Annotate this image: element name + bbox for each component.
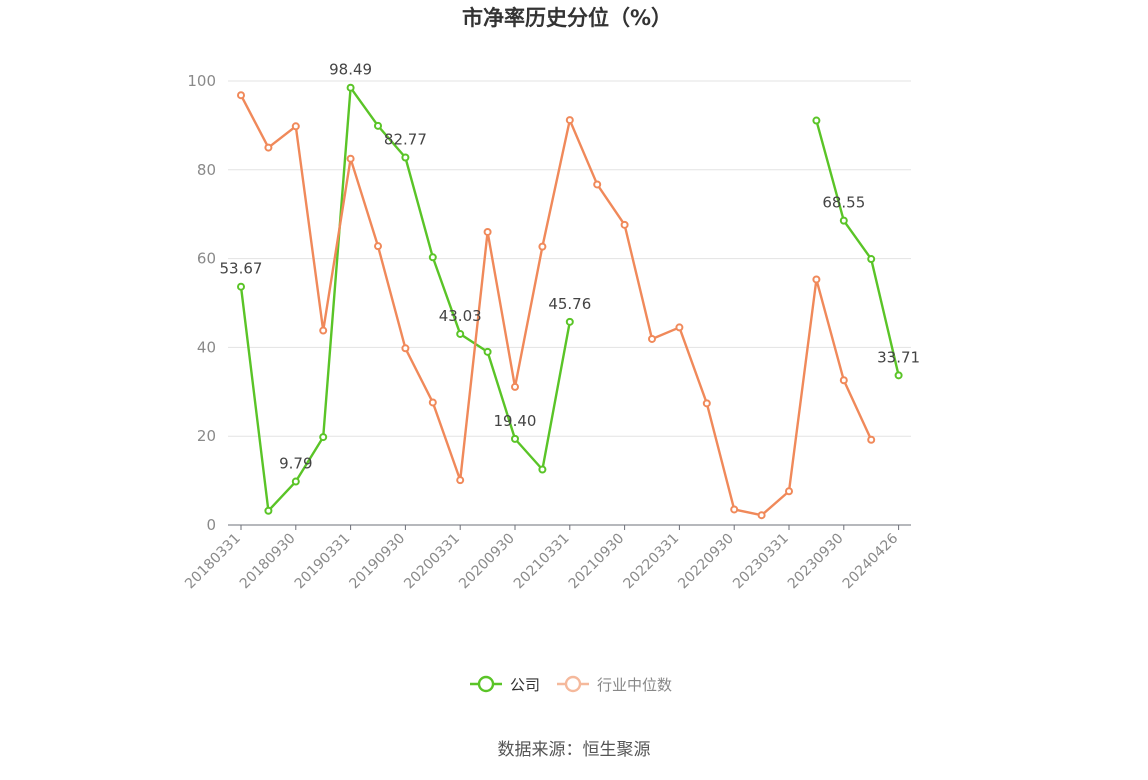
data-point[interactable] <box>839 216 848 225</box>
data-point[interactable] <box>702 399 711 408</box>
data-point[interactable] <box>483 227 492 236</box>
y-tick-label: 60 <box>197 250 216 268</box>
data-point[interactable] <box>401 344 410 353</box>
y-tick-label: 40 <box>197 338 216 356</box>
data-label: 43.03 <box>439 307 482 325</box>
series-line <box>239 94 873 517</box>
x-tick-label: 20220930 <box>675 531 737 593</box>
x-tick-label: 20180331 <box>182 531 244 593</box>
x-tick-label: 20230930 <box>785 531 847 593</box>
x-tick-label: 20230331 <box>730 531 792 593</box>
data-label: 45.76 <box>548 295 591 313</box>
legend-label: 公司 <box>510 676 540 694</box>
data-point[interactable] <box>401 153 410 162</box>
x-tick-label: 20180930 <box>237 531 299 593</box>
data-point[interactable] <box>264 506 273 515</box>
data-point[interactable] <box>565 116 574 125</box>
data-point[interactable] <box>867 435 876 444</box>
data-point[interactable] <box>264 143 273 152</box>
data-point[interactable] <box>319 433 328 442</box>
data-point[interactable] <box>428 253 437 262</box>
data-point[interactable] <box>894 371 903 380</box>
data-label: 33.71 <box>877 348 920 366</box>
legend[interactable]: 公司 行业中位数 <box>470 675 672 694</box>
grid-lines <box>228 80 911 437</box>
data-point[interactable] <box>346 154 355 163</box>
data-point[interactable] <box>730 505 739 514</box>
legend-item[interactable]: 行业中位数 <box>557 675 672 694</box>
data-label: 98.49 <box>329 61 372 79</box>
legend-label: 行业中位数 <box>597 676 672 694</box>
data-label: 53.67 <box>220 260 263 278</box>
x-tick-label: 20200331 <box>401 531 463 593</box>
data-label: 68.55 <box>822 194 865 212</box>
data-point[interactable] <box>785 487 793 496</box>
data-point[interactable] <box>593 180 602 189</box>
data-point[interactable] <box>620 220 629 229</box>
data-point[interactable] <box>812 116 821 125</box>
data-label: 9.79 <box>279 455 312 473</box>
data-point[interactable] <box>291 477 300 486</box>
data-point[interactable] <box>648 334 656 343</box>
data-point[interactable] <box>291 122 300 131</box>
x-tick-label: 20210930 <box>566 531 628 593</box>
series-line <box>239 86 571 512</box>
x-tick-label: 20200930 <box>456 531 518 593</box>
legend-marker <box>477 675 495 693</box>
data-label: 19.40 <box>494 412 537 430</box>
data-point[interactable] <box>428 398 437 407</box>
y-tick-label: 0 <box>206 516 216 534</box>
series-line <box>815 120 900 376</box>
y-tick-label: 80 <box>197 161 216 179</box>
data-point[interactable] <box>538 242 547 251</box>
data-point[interactable] <box>237 91 245 100</box>
data-point[interactable] <box>839 376 848 385</box>
data-point[interactable] <box>511 434 519 443</box>
x-tick-label: 20240426 <box>840 530 902 592</box>
x-tick-label: 20210331 <box>511 531 573 593</box>
legend-marker <box>564 675 582 693</box>
data-point[interactable] <box>867 255 876 264</box>
data-point[interactable] <box>237 282 245 291</box>
data-point[interactable] <box>675 323 684 332</box>
data-labels: 53.67 9.79 98.49 82.77 43.03 19.40 45.76 68.55 3… <box>220 61 921 473</box>
chart-title: 市净率历史分位（%） <box>462 6 672 30</box>
legend-item[interactable]: 公司 <box>470 675 540 694</box>
y-tick-label: 20 <box>197 427 216 445</box>
data-point[interactable] <box>511 382 519 391</box>
data-point[interactable] <box>374 121 382 130</box>
data-point[interactable] <box>319 326 328 335</box>
data-point[interactable] <box>565 317 574 326</box>
series-layer <box>237 83 903 520</box>
axes: 0 20 40 60 80 100 2018033120180930201903312019… <box>182 72 911 592</box>
y-tick-label: 100 <box>187 72 216 90</box>
data-point[interactable] <box>812 275 821 284</box>
data-label: 82.77 <box>384 131 427 149</box>
data-point[interactable] <box>538 465 547 474</box>
data-point[interactable] <box>346 83 355 92</box>
x-tick-label: 20190331 <box>292 531 354 593</box>
data-point[interactable] <box>456 476 465 485</box>
data-point[interactable] <box>483 347 492 356</box>
data-point[interactable] <box>456 329 465 338</box>
source-note: 数据来源：恒生聚源 <box>498 740 651 760</box>
x-tick-label: 20220331 <box>621 531 683 593</box>
data-point[interactable] <box>757 511 766 520</box>
x-tick-label: 20190930 <box>347 531 409 593</box>
data-point[interactable] <box>374 242 382 251</box>
